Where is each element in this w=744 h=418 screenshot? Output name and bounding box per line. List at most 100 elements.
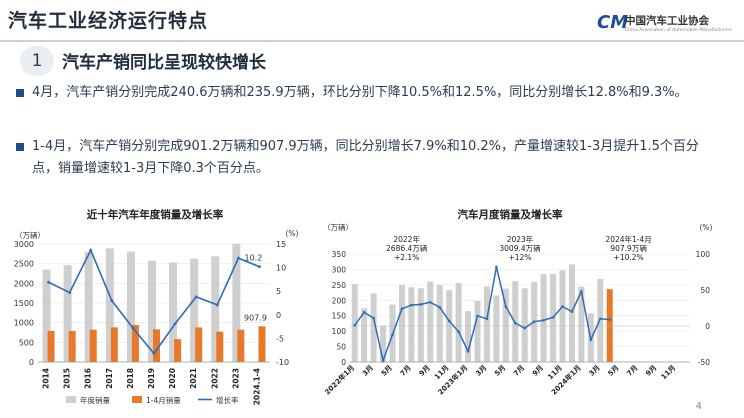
growth-point [236,256,240,260]
growth-point [110,299,114,303]
growth-point [561,305,564,308]
y-tick-right: 5 [276,287,281,296]
data-label-bar: 907.9 [244,313,267,322]
annotation-title: 2023年 [507,234,534,244]
bullet-text: 1-4月，汽车产销分别完成901.2万辆和907.9万辆，同比分别增长7.9%和… [32,139,699,176]
annual-sales-chart: 近十年汽车年度销量及增长率 （万辆） (%) 0 500 1000 1500 2000 2500… [14,208,299,405]
x-tick-label: 5月 [380,364,394,378]
annual-sales-bar [211,256,220,362]
growth-point [362,311,366,314]
growth-point [580,290,583,293]
section-number: 1 [20,46,54,76]
growth-point [485,317,489,321]
x-tick-label: 3月 [588,364,602,378]
bullet-item: 1-4月，汽车产销分别完成901.2万辆和907.9万辆，同比分别增长7.9%和… [16,136,724,180]
growth-point [589,338,593,341]
growth-point [495,265,498,269]
monthly-sales-bar [578,286,585,362]
monthly-sales-bar [465,311,472,362]
monthly-sales-bar [606,289,613,362]
x-tick-label: 7月 [512,364,526,378]
monthly-sales-bar [436,284,443,362]
bullet-square-icon [16,143,24,151]
page-title: 汽车工业经济运行特点 [8,10,209,32]
legend-swatch-ytd [132,396,142,403]
growth-point [353,323,357,327]
x-tick-label: 2017 [105,368,114,389]
growth-point [447,319,451,323]
y-tick-right: 100 [696,250,711,259]
org-name: 中国汽车工业协会 [625,15,709,27]
page-number: 4 [695,401,702,412]
growth-point [466,349,470,353]
ytd-sales-bar [153,329,160,362]
x-tick-label: 9月 [531,364,545,378]
monthly-sales-bar [493,295,500,362]
y-tick-left: 100 [332,327,347,336]
chart-title: 近十年汽车年度销量及增长率 [87,208,224,221]
monthly-sales-bar [370,293,377,362]
monthly-sales-bar [559,270,566,362]
annual-sales-bar [126,251,135,362]
y-tick-left: 250 [332,281,347,290]
growth-point [131,326,135,330]
monthly-sales-bar [474,300,481,362]
x-tick-label: 2014 [42,368,51,389]
annotation-title: 2024年1-4月 [605,234,651,244]
bullet-square-icon [16,89,24,97]
growth-point [476,314,479,318]
ytd-sales-bar [174,339,182,362]
growth-point [410,303,413,307]
growth-point [391,333,394,336]
y-tick-left: 200 [332,296,347,305]
ytd-sales-bar [216,331,224,362]
logo-mark-icon: CM [597,12,629,33]
growth-point [523,326,527,330]
growth-point [551,316,555,319]
monthly-sales-bar [417,288,424,362]
monthly-sales-bar [568,264,575,362]
y-tick-left: 1000 [14,319,34,328]
x-tick-label: 3月 [361,364,375,378]
monthly-sales-bar [427,281,434,362]
annual-sales-bar [148,260,156,362]
annual-sales-bar [232,243,241,362]
growth-point [258,265,261,269]
x-tick-label: 2024.1-4 [252,368,261,405]
y-axis-right-label: (%) [286,229,299,238]
chart-title: 汽车月度销量及增长率 [458,208,563,221]
x-tick-label: 2023 [231,368,240,389]
x-tick-label: 2015 [63,368,72,389]
x-tick-label: 2022年1月 [323,363,356,396]
x-tick-label: 2016 [84,368,93,389]
growth-point [457,330,460,334]
y-tick-left: 2500 [14,260,34,269]
bullet-text: 4月，汽车产销分别完成240.6万辆和235.9万辆，环比分别下降10.5%和1… [32,85,688,100]
annotation-growth: +12% [509,253,532,262]
legend-swatch-annual [66,396,76,403]
data-label-growth: 10.2 [245,254,263,263]
ytd-sales-bar [89,329,97,362]
y-tick-right: 15 [276,240,286,249]
monthly-sales-bar [502,288,509,362]
growth-point [419,303,423,306]
annual-sales-bar [84,251,93,362]
monthly-sales-chart: 汽车月度销量及增长率 （万辆） (%) 0 50 100 150 200 250 300 350 -5… [323,208,713,397]
y-axis-left-label: （万辆） [323,222,353,232]
annotation-value: 3009.4万辆 [499,243,541,253]
x-tick-label: 11月 [660,364,678,382]
growth-point [504,305,508,308]
section-header: 1 汽车产销同比呈现较快增长 [20,46,740,76]
ytd-sales-bar [110,327,118,362]
growth-point [47,280,50,284]
x-tick-label: 2021 [189,368,198,389]
annual-sales-bar [63,265,72,362]
monthly-sales-bar [380,325,387,362]
monthly-sales-bar [483,286,490,362]
monthly-sales-bar [408,287,415,362]
monthly-sales-bar [351,283,358,362]
ytd-sales-bar [131,325,139,362]
org-name-en: China Association of Automobile Manufact… [625,28,732,33]
y-tick-left: 1500 [14,299,34,308]
ytd-sales-bar [195,327,203,362]
